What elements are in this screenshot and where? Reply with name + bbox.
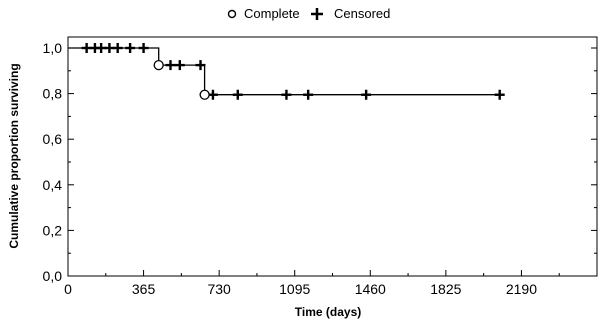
complete-event-marker xyxy=(153,59,164,71)
censored-marker xyxy=(138,43,149,53)
x-tick-label: 0 xyxy=(64,281,72,297)
censored-marker xyxy=(195,60,206,71)
y-tick-label: 0,2 xyxy=(43,222,63,238)
y-tick-label: 1,0 xyxy=(43,40,63,56)
censored-marker xyxy=(174,60,185,71)
censored-marker xyxy=(361,89,372,100)
y-tick-label: 0,8 xyxy=(43,86,63,102)
x-tick-label: 365 xyxy=(132,281,156,297)
y-tick-label: 0,0 xyxy=(43,268,63,284)
censored-marker xyxy=(303,89,314,100)
y-tick-label: 0,4 xyxy=(43,177,63,193)
event-markers xyxy=(81,43,505,100)
x-tick-label: 1825 xyxy=(430,281,461,297)
legend-complete-label: Complete xyxy=(244,6,300,21)
y-axis-ticks: 0,0 0,2 0,4 0,6 0,8 1,0 xyxy=(43,40,597,284)
survival-curve-layer xyxy=(68,47,500,96)
x-tick-label: 2190 xyxy=(506,281,537,297)
legend-complete-marker xyxy=(227,9,237,19)
x-tick-label: 1095 xyxy=(279,281,310,297)
censored-marker xyxy=(281,89,292,100)
censored-marker xyxy=(125,43,136,53)
legend-censored-label: Censored xyxy=(334,6,390,21)
censored-marker xyxy=(112,43,123,53)
x-tick-label: 730 xyxy=(207,281,231,297)
survival-step-line xyxy=(68,47,500,96)
censored-marker xyxy=(165,60,176,71)
complete-event-marker xyxy=(199,89,210,100)
plot-frame xyxy=(67,36,598,277)
y-tick-label: 0,6 xyxy=(43,131,63,147)
y-axis-title: Cumulative proportion surviving xyxy=(7,63,21,248)
censored-marker xyxy=(494,89,505,100)
legend: Complete Censored xyxy=(227,6,390,21)
censored-marker xyxy=(232,89,243,100)
x-axis-title: Time (days) xyxy=(295,305,361,319)
x-tick-label: 1460 xyxy=(355,281,386,297)
x-axis-ticks: 0 365 730 1095 1460 1825 2190 xyxy=(64,270,560,297)
legend-censored-marker xyxy=(311,8,323,20)
